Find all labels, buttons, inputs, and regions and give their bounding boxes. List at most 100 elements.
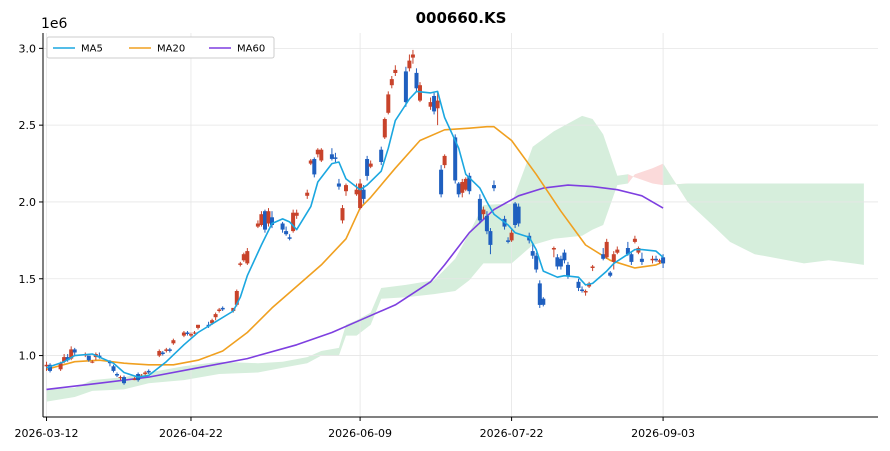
candle-up [58,363,63,370]
candle-up [551,248,556,250]
y-tick-label: 3.0 [19,42,37,55]
candle-down [601,254,606,259]
candle-down [414,72,419,89]
candle-down [284,231,289,235]
candle-up [410,54,415,58]
legend: MA5 MA20 MA60 [46,36,275,59]
ichimoku-cloud [46,115,864,402]
candle-up [291,212,296,232]
candle-up [245,251,250,264]
candle-up [481,209,486,215]
candle-up [632,238,637,242]
candle-down [513,203,518,225]
x-tick-label: 2026-03-12 [15,427,79,440]
x-tick-label: 2026-09-03 [631,427,695,440]
candle-up [157,351,162,356]
candle-up [143,372,148,374]
candle-up [238,263,243,265]
candle-up [583,291,588,293]
candle-up [315,149,320,155]
candle-down [122,377,126,384]
candle-up [241,254,246,261]
candle-down [329,154,334,159]
candle-up [259,214,264,225]
candle-up [69,349,74,359]
candle-up [319,149,324,161]
candle-down [263,211,267,230]
candle-down [488,231,493,245]
candle-up [509,232,514,241]
candle-down [365,159,370,176]
candle-down [558,258,563,267]
candle-down [287,237,292,239]
candle-up [428,102,433,107]
candle-down [336,183,341,187]
y-tick-label: 2.5 [19,119,37,132]
cloud-bearish-area [627,163,688,202]
x-tick-label: 2026-06-09 [328,427,392,440]
candle-down [576,281,581,288]
ma5-line [46,90,664,378]
candle-down [639,258,644,262]
candle-up [358,183,363,209]
candle-down [541,298,546,305]
legend-label-ma5: MA5 [81,44,103,55]
candle-up [62,357,67,362]
candle-down [625,248,630,255]
candle-up [435,100,440,109]
candle-up [189,334,193,336]
candle-up [344,185,348,192]
candle-down [280,223,285,230]
candle-down [65,357,70,361]
candle-down [477,198,482,221]
candle-up [132,378,137,381]
candle-down [432,96,437,112]
candle-down [220,307,225,310]
candle-down [115,374,119,376]
candle-down [555,257,560,267]
candle-down [167,349,172,351]
candle-down [534,255,539,270]
candle-up [192,332,197,334]
candle-down [48,364,52,371]
candle-up [171,340,176,344]
candle-up [657,260,662,262]
ma5-path [46,90,664,378]
candle-up [44,364,49,367]
candle-down [333,157,338,159]
ma20-path [46,125,664,371]
candle-up [308,160,313,164]
x-tick-label: 2026-04-22 [159,427,223,440]
candle-down [484,215,489,232]
legend-box [46,36,275,59]
candle-up [213,314,218,318]
candle-down [111,366,116,371]
candle-up [196,324,200,328]
candle-down [629,254,634,262]
candle-down [661,257,666,264]
candle-down [467,175,472,192]
candle-up [266,211,271,224]
candle-up [255,223,260,227]
ma60-line [46,184,664,391]
x-tick-label: 2026-07-22 [480,427,544,440]
candle-down [270,217,274,225]
candle-down [566,264,570,276]
candle-up [118,377,123,379]
candle-down [492,185,496,189]
candle-down [537,283,542,305]
candle-down [439,169,444,195]
candle-down [379,149,384,162]
candle-up [217,309,222,311]
candle-up [354,189,359,195]
candle-up [294,212,299,216]
candle-up [368,163,373,167]
candle-up [604,241,609,258]
candle-down [580,289,585,291]
candle-up [611,254,616,262]
y-tick-label: 1.5 [19,273,37,286]
candle-up [615,249,620,253]
candle-up [90,361,95,363]
candle-up [407,60,412,69]
